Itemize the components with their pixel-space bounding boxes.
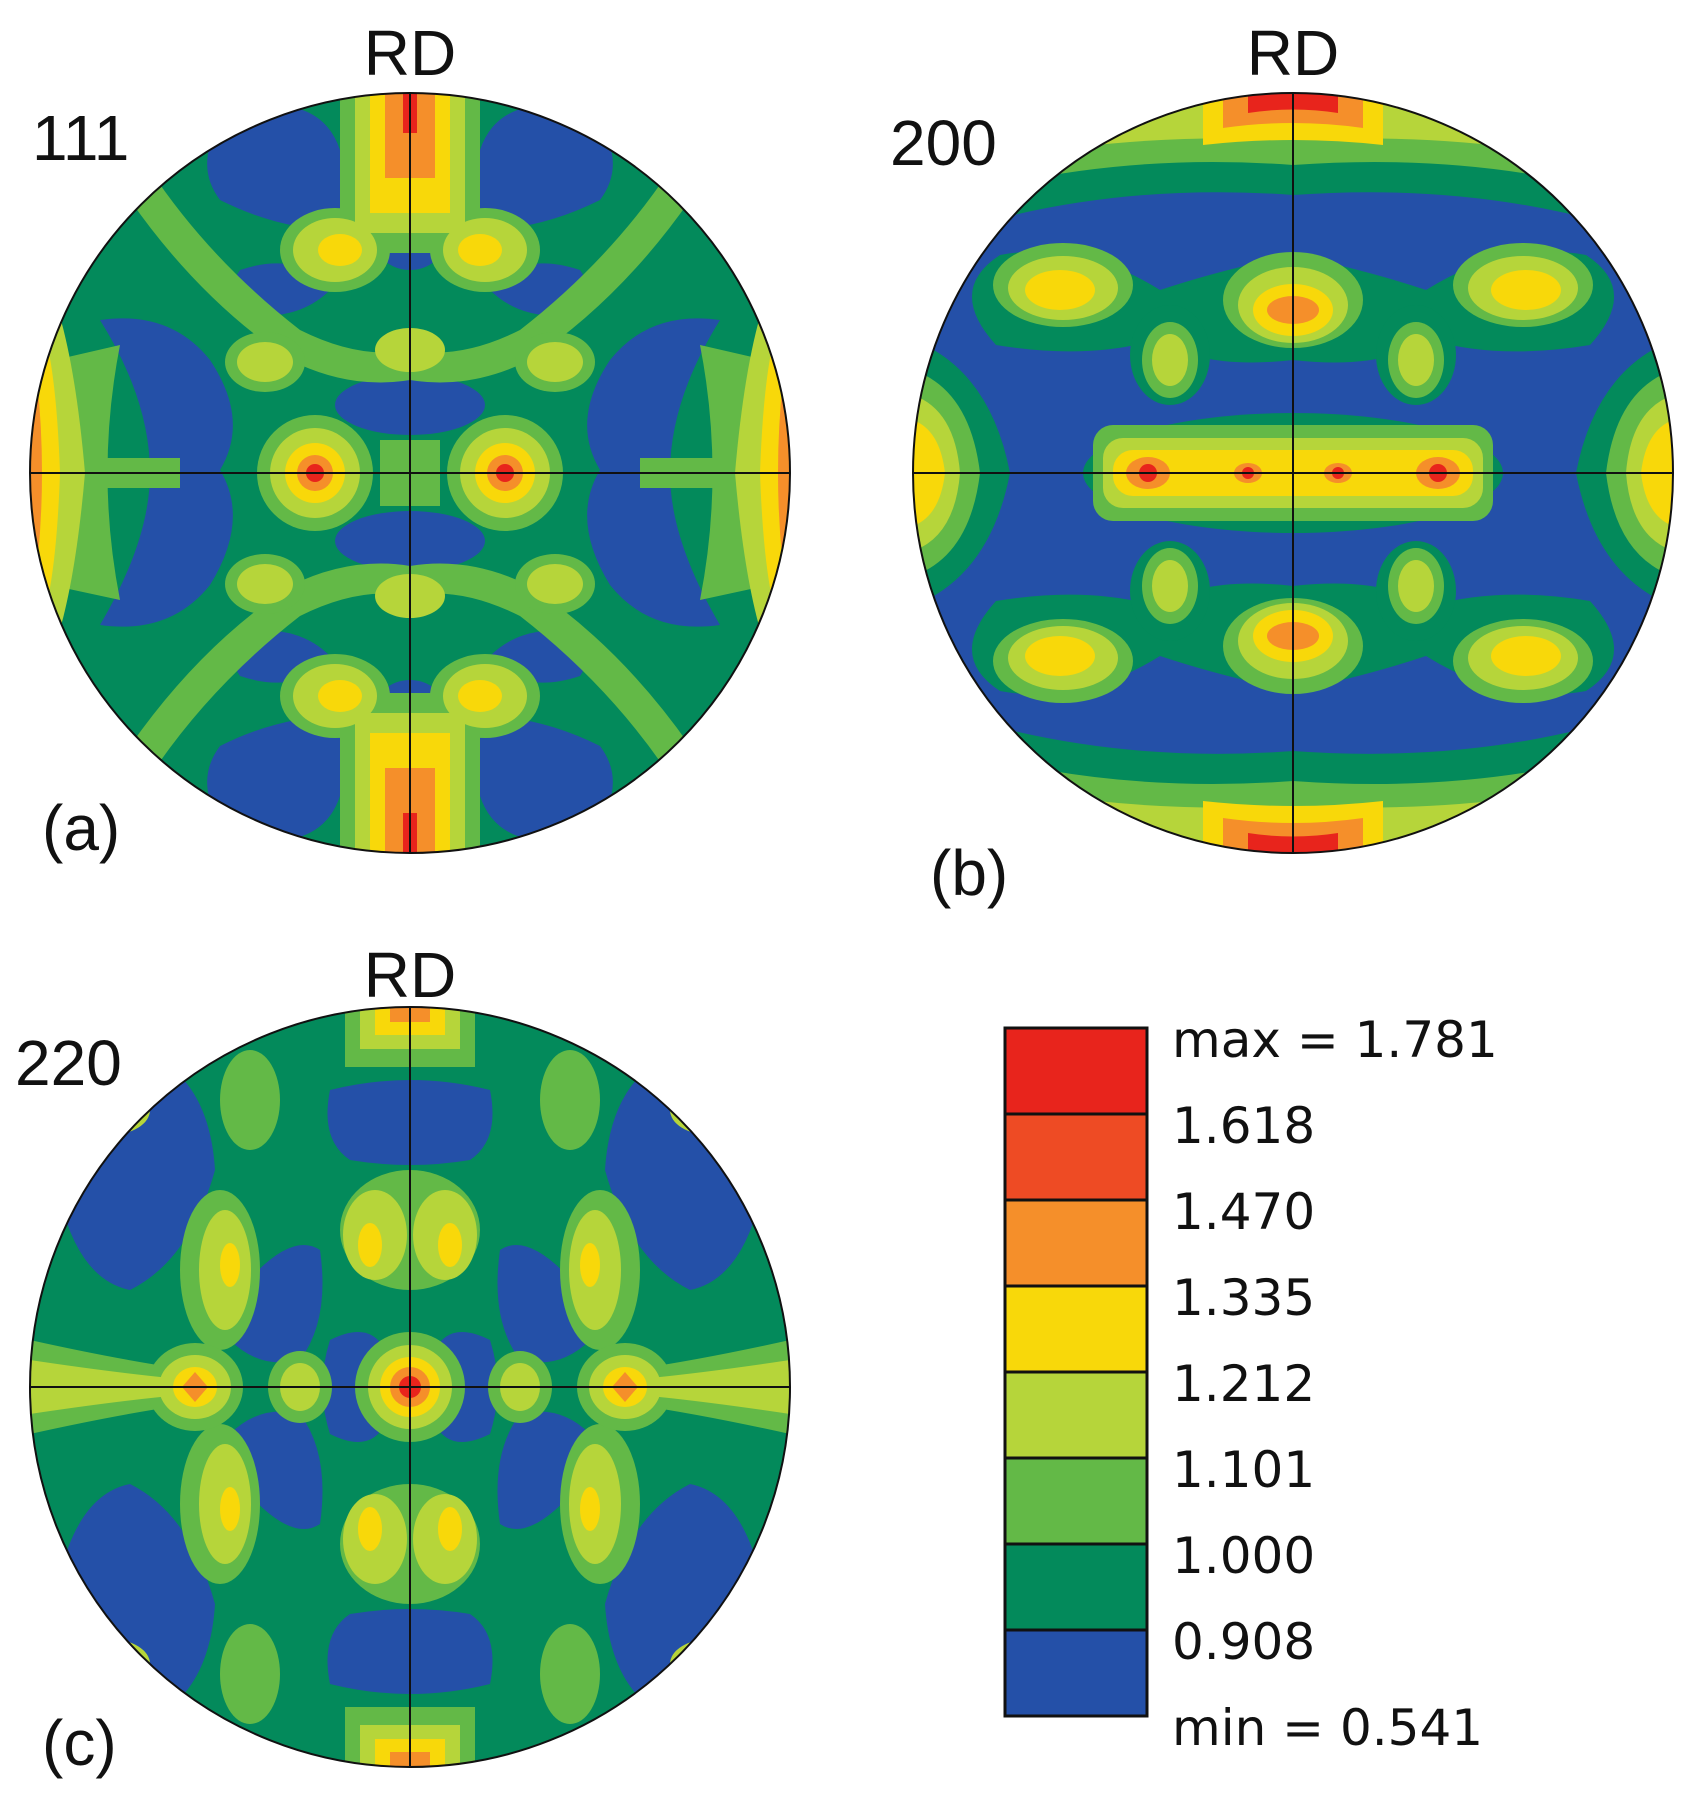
legend-label: 1.101: [1172, 1441, 1315, 1499]
legend-swatch: [1003, 1112, 1149, 1202]
legend-swatch: [1003, 1198, 1149, 1288]
hkl-label: 200: [890, 107, 997, 179]
rd-label: RD: [364, 939, 456, 1011]
legend-label: 1.470: [1172, 1183, 1315, 1241]
legend-swatch: [1003, 1628, 1149, 1718]
legend-swatch: [1003, 1370, 1149, 1460]
color-scale-legend: max = 1.781 1.618 1.470 1.335 1.212 1.101 1.00…: [1003, 1011, 1498, 1757]
pole-figure-220: RD 220 (c): [15, 939, 791, 1779]
pole-figure-outline: [29, 92, 791, 854]
legend-label: 1.335: [1172, 1269, 1315, 1327]
panel-tag: (c): [42, 1707, 117, 1779]
legend-label: max = 1.781: [1172, 1011, 1498, 1069]
legend-label: 1.212: [1172, 1355, 1315, 1413]
legend-swatch: [1003, 1284, 1149, 1374]
legend-label: min = 0.541: [1172, 1699, 1483, 1757]
rd-label: RD: [364, 17, 456, 89]
legend-swatch: [1003, 1456, 1149, 1546]
rd-label: RD: [1247, 17, 1339, 89]
pole-figure-200: RD 200 (b): [890, 17, 1674, 909]
hkl-label: 220: [15, 1027, 122, 1099]
panel-tag: (a): [42, 792, 120, 864]
legend-label: 1.618: [1172, 1097, 1315, 1155]
legend-swatch: [1003, 1542, 1149, 1632]
pole-figure-111: RD 111 (a): [29, 17, 791, 864]
pole-figure-outline: [912, 92, 1674, 854]
legend-label: 1.000: [1172, 1527, 1315, 1585]
legend-swatch: [1003, 1026, 1149, 1116]
legend-label: 0.908: [1172, 1613, 1315, 1671]
panel-tag: (b): [930, 837, 1008, 909]
hkl-label: 111: [32, 102, 129, 174]
pole-figure-outline: [29, 1006, 791, 1768]
